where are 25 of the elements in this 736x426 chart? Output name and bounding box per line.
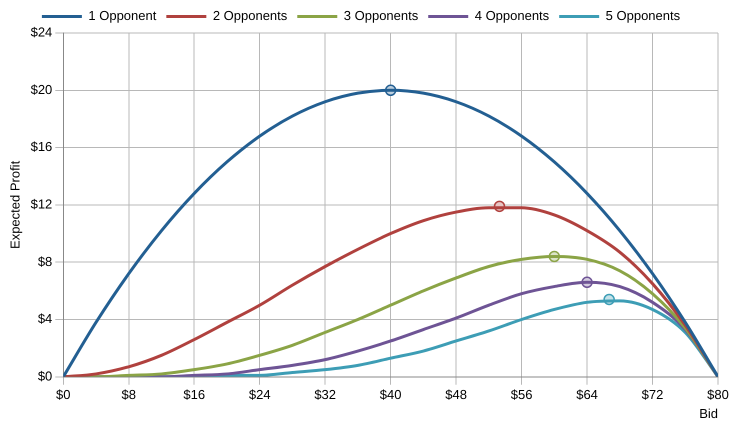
x-tick-label: $56 xyxy=(510,387,532,402)
y-tick-label: $4 xyxy=(38,311,52,326)
y-tick-label: $8 xyxy=(38,254,52,269)
y-tick-label: $12 xyxy=(30,196,52,212)
x-tick-label: $64 xyxy=(576,387,598,402)
x-tick-label: $0 xyxy=(56,387,71,402)
x-axis-title: Bid xyxy=(699,406,718,421)
x-tick-label: $80 xyxy=(707,387,729,402)
x-tick-label: $40 xyxy=(380,387,402,402)
x-tick-label: $72 xyxy=(642,387,664,402)
x-tick-label: $24 xyxy=(248,387,271,402)
legend-label: 2 Opponents xyxy=(212,8,288,24)
y-tick-label: $20 xyxy=(30,82,52,97)
x-tick-label: $16 xyxy=(183,387,206,402)
legend-label: 1 Opponent xyxy=(88,8,157,24)
y-tick-label: $0 xyxy=(38,368,52,384)
y-tick-label: $16 xyxy=(30,139,52,154)
x-tick-label: $48 xyxy=(445,387,467,402)
x-tick-label: $32 xyxy=(314,387,336,402)
y-axis-title: Expected Profit xyxy=(7,160,22,249)
legend-label: 4 Opponents xyxy=(474,8,550,24)
y-tick-label: $24 xyxy=(30,24,52,40)
legend-label: 5 Opponents xyxy=(606,8,681,24)
legend-label: 3 Opponents xyxy=(344,8,419,24)
x-tick-label: $8 xyxy=(122,387,136,402)
